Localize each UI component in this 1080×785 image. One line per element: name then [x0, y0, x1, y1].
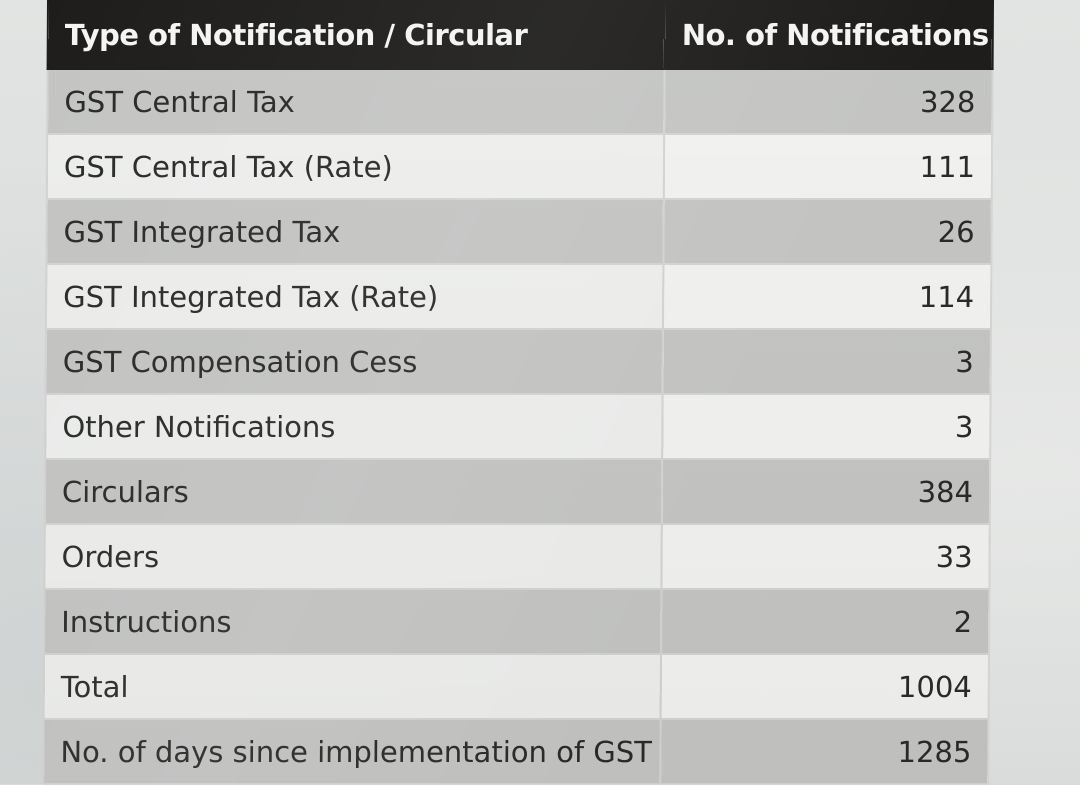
row-count-cell: 3	[662, 394, 991, 459]
row-count-cell: 328	[664, 69, 993, 134]
table-row: Other Notifications 3	[45, 394, 991, 459]
table-row: GST Integrated Tax (Rate) 114	[45, 264, 992, 329]
row-type-cell: Instructions	[44, 589, 662, 654]
row-type-cell: Circulars	[44, 459, 663, 524]
table-row: Circulars 384	[44, 459, 991, 524]
days-since-label-cell: No. of days since implementation of GST	[43, 719, 661, 784]
total-row: Total 1004	[43, 654, 990, 719]
row-count-cell: 33	[661, 524, 990, 589]
table-row: Instructions 2	[44, 589, 990, 654]
header-count: No. of Notifications	[664, 1, 993, 69]
row-type-cell: GST Integrated Tax	[46, 199, 664, 264]
header-type: Type of Notification / Circular	[47, 1, 665, 69]
total-label-cell: Total	[43, 654, 662, 719]
row-type-cell: Orders	[44, 524, 662, 589]
notifications-table: Type of Notification / Circular No. of N…	[42, 0, 994, 785]
row-count-cell: 111	[663, 134, 993, 199]
total-count-cell: 1004	[660, 654, 990, 719]
row-count-cell: 114	[662, 264, 992, 329]
table-body: GST Central Tax 328 GST Central Tax (Rat…	[43, 69, 993, 784]
days-since-row: No. of days since implementation of GST …	[43, 719, 989, 784]
row-type-cell: GST Central Tax (Rate)	[46, 134, 665, 199]
row-type-cell: GST Compensation Cess	[45, 329, 663, 394]
row-count-cell: 2	[661, 589, 990, 654]
row-type-cell: GST Integrated Tax (Rate)	[45, 264, 664, 329]
days-since-count-cell: 1285	[660, 719, 989, 784]
table-row: GST Integrated Tax 26	[46, 199, 992, 264]
notifications-table-container: Type of Notification / Circular No. of N…	[42, 0, 994, 785]
table-row: GST Central Tax 328	[47, 69, 993, 134]
row-type-cell: GST Central Tax	[47, 69, 665, 134]
row-type-cell: Other Notifications	[45, 394, 663, 459]
row-count-cell: 26	[663, 199, 992, 264]
table-row: GST Central Tax (Rate) 111	[46, 134, 993, 199]
table-row: Orders 33	[44, 524, 990, 589]
table-header-row: Type of Notification / Circular No. of N…	[47, 1, 993, 69]
table-row: GST Compensation Cess 3	[45, 329, 991, 394]
row-count-cell: 384	[661, 459, 991, 524]
row-count-cell: 3	[662, 329, 991, 394]
